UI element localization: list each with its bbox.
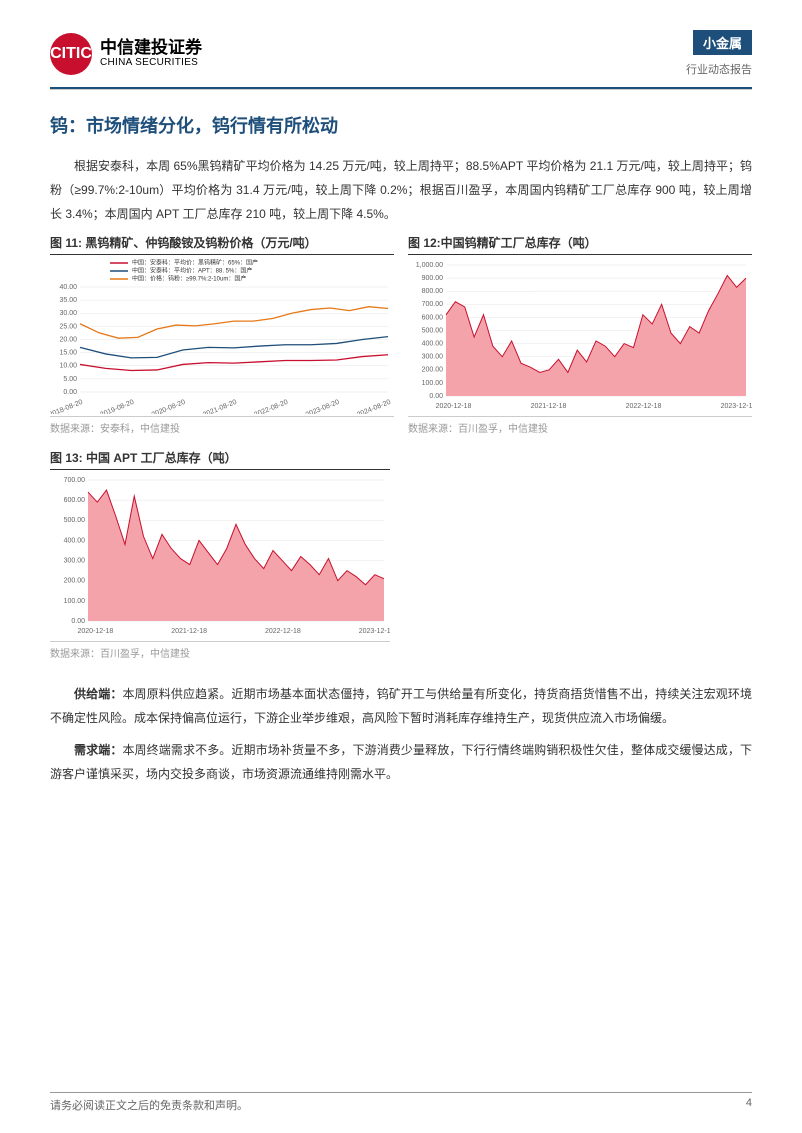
page-header: CITIC 中信建投证券 CHINA SECURITIES 小金属 行业动态报告 bbox=[0, 0, 802, 87]
footer-row: 请务必阅读正文之后的免责条款和声明。 4 bbox=[50, 1097, 752, 1113]
demand-text: 本周终端需求不多。近期市场补货量不多，下游消费少量释放，下行行情终端购销积极性欠… bbox=[50, 743, 752, 781]
footer-rule bbox=[50, 1092, 752, 1093]
chart-13: 图 13: 中国 APT 工厂总库存（吨） 数据来源：百川盈孚，中信建投 bbox=[50, 449, 390, 660]
logo: CITIC 中信建投证券 CHINA SECURITIES bbox=[50, 33, 202, 75]
demand-paragraph: 需求端：本周终端需求不多。近期市场补货量不多，下游消费少量释放，下行行情终端购销… bbox=[50, 738, 752, 786]
chart-11-source: 数据来源：安泰科，中信建投 bbox=[50, 416, 394, 435]
chart-12-source: 数据来源：百川盈孚，中信建投 bbox=[408, 416, 752, 435]
chart-12-title: 图 12:中国钨精矿工厂总库存（吨） bbox=[408, 234, 752, 255]
footer: 请务必阅读正文之后的免责条款和声明。 4 bbox=[50, 1092, 752, 1113]
body-section: 供给端：本周原料供应趋紧。近期市场基本面状态僵持，钨矿开工与供给量有所变化，持货… bbox=[50, 682, 752, 786]
header-right: 小金属 行业动态报告 bbox=[686, 30, 752, 77]
header-rule-thin bbox=[50, 89, 752, 90]
chart-13-canvas bbox=[50, 474, 390, 639]
chart-12-canvas bbox=[408, 259, 752, 414]
report-type: 行业动态报告 bbox=[686, 61, 752, 77]
supply-paragraph: 供给端：本周原料供应趋紧。近期市场基本面状态僵持，钨矿开工与供给量有所变化，持货… bbox=[50, 682, 752, 730]
charts-row-top: 图 11: 黑钨精矿、仲钨酸铵及钨粉价格（万元/吨） 数据来源：安泰科，中信建投… bbox=[50, 234, 752, 435]
supply-text: 本周原料供应趋紧。近期市场基本面状态僵持，钨矿开工与供给量有所变化，持货商捂货惜… bbox=[50, 687, 752, 725]
category-badge: 小金属 bbox=[693, 30, 752, 55]
logo-cn: 中信建投证券 bbox=[100, 39, 202, 58]
disclaimer: 请务必阅读正文之后的免责条款和声明。 bbox=[50, 1097, 248, 1113]
page-number: 4 bbox=[746, 1097, 752, 1113]
chart-11-canvas bbox=[50, 259, 394, 414]
supply-label: 供给端： bbox=[74, 687, 122, 701]
logo-text: 中信建投证券 CHINA SECURITIES bbox=[100, 39, 202, 69]
chart-13-source: 数据来源：百川盈孚，中信建投 bbox=[50, 641, 390, 660]
chart-11-title: 图 11: 黑钨精矿、仲钨酸铵及钨粉价格（万元/吨） bbox=[50, 234, 394, 255]
intro-paragraph: 根据安泰科，本周 65%黑钨精矿平均价格为 14.25 万元/吨，较上周持平；8… bbox=[50, 154, 752, 226]
logo-icon: CITIC bbox=[50, 33, 92, 75]
section-title: 钨：市场情绪分化，钨行情有所松动 bbox=[50, 112, 752, 138]
chart-12: 图 12:中国钨精矿工厂总库存（吨） 数据来源：百川盈孚，中信建投 bbox=[408, 234, 752, 435]
chart-13-title: 图 13: 中国 APT 工厂总库存（吨） bbox=[50, 449, 390, 470]
content: 钨：市场情绪分化，钨行情有所松动 根据安泰科，本周 65%黑钨精矿平均价格为 1… bbox=[0, 94, 802, 786]
logo-en: CHINA SECURITIES bbox=[100, 57, 202, 68]
demand-label: 需求端： bbox=[74, 743, 122, 757]
chart-11: 图 11: 黑钨精矿、仲钨酸铵及钨粉价格（万元/吨） 数据来源：安泰科，中信建投 bbox=[50, 234, 394, 435]
